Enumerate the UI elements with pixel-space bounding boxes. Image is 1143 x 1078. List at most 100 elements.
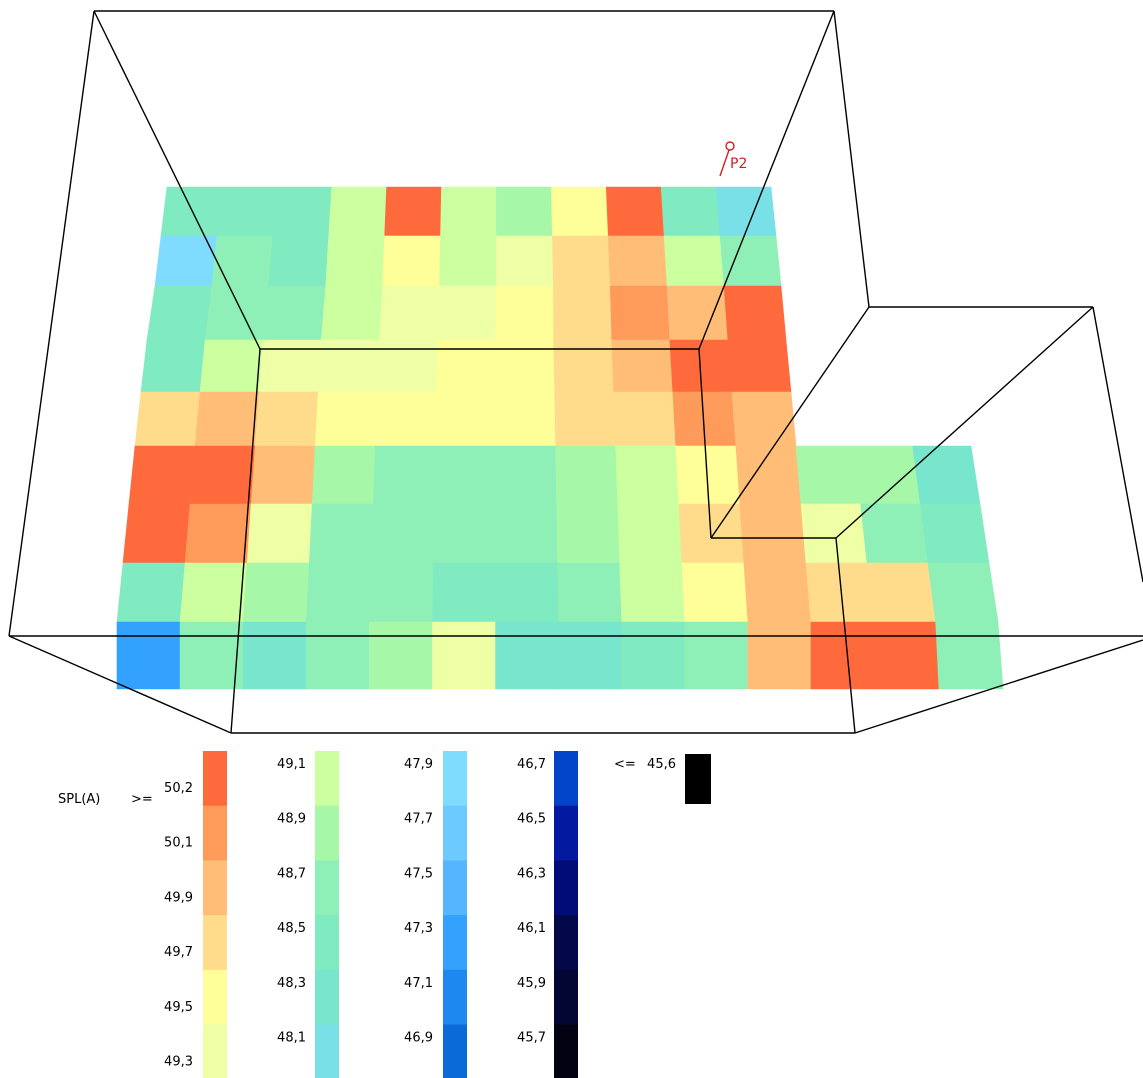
legend-swatch [315, 969, 339, 1025]
legend-swatch [315, 805, 339, 861]
wireframe-edge [1092, 306, 1143, 583]
wireframe-edge [93, 10, 261, 350]
legend-label: 50,1 [164, 836, 193, 851]
grid-cell [743, 562, 812, 623]
grid-cell [495, 391, 556, 447]
grid-cell [305, 621, 370, 690]
grid-cell [496, 186, 553, 237]
grid-cell [552, 235, 611, 287]
wireframe-edge [710, 306, 870, 539]
legend-swatch [443, 969, 467, 1025]
grid-cell [731, 391, 797, 447]
grid-cell [375, 391, 437, 447]
legend-swatch [443, 1024, 467, 1078]
grid-cell [681, 562, 749, 623]
grid-cell [495, 621, 559, 690]
grid-cell [373, 445, 436, 505]
p2-marker-icon [725, 141, 735, 151]
legend-label: 46,9 [404, 1031, 433, 1046]
grid-cell [684, 621, 749, 690]
grid-cell [320, 285, 383, 341]
grid-cell [810, 621, 876, 690]
p2-marker-label: P2 [730, 156, 747, 172]
grid-cell [619, 562, 686, 623]
legend-label: 46,3 [517, 866, 546, 881]
grid-cell [432, 621, 496, 690]
wireframe-edge [230, 348, 261, 734]
legend-swatch [443, 860, 467, 916]
legend-label: 48,3 [277, 976, 306, 991]
grid-cell [554, 391, 617, 447]
grid-cell [179, 562, 248, 623]
room-wireframe [8, 10, 1143, 734]
grid-cell [211, 235, 274, 287]
spl-plot-3d: P2 [8, 10, 1143, 734]
grid-cell [305, 562, 372, 623]
grid-cell [179, 621, 244, 690]
grid-cell [615, 445, 680, 505]
grid-cell [242, 562, 310, 623]
grid-cell [553, 285, 613, 341]
legend-label: 46,7 [517, 757, 546, 772]
legend-swatch [443, 805, 467, 861]
grid-cell [128, 445, 196, 505]
grid-cell [860, 503, 929, 564]
grid-cell [134, 391, 201, 447]
grid-cell [140, 339, 206, 393]
legend-swatch-bottom [685, 754, 711, 804]
grid-cell [325, 235, 385, 287]
legend-swatch [443, 751, 467, 807]
grid-cell [311, 445, 376, 505]
legend-label: 47,9 [404, 757, 433, 772]
grid-cell [935, 621, 1004, 690]
grid-cell [314, 391, 378, 447]
grid-cell [250, 445, 316, 505]
wireframe-edge [698, 348, 712, 539]
grid-cell [723, 285, 787, 341]
legend-swatch [315, 1024, 339, 1078]
grid-cell [194, 391, 260, 447]
grid-cell [912, 445, 981, 505]
legend-label: 49,3 [164, 1055, 193, 1070]
wireframe-edge [8, 10, 95, 637]
grid-cell [927, 562, 999, 623]
legend-columns: 50,2 50,1 49,9 49,7 49,5 49,3 49,1 48,9 48,7 48,5… [164, 751, 578, 1078]
legend-swatch [315, 751, 339, 807]
grid-cell [308, 503, 374, 564]
grid-cell [621, 621, 686, 690]
spl-grid-main [116, 186, 812, 690]
legend-swatch [554, 915, 578, 971]
grid-cell [116, 562, 186, 623]
grid-cell [434, 445, 496, 505]
legend-label: 48,1 [277, 1031, 306, 1046]
legend-swatch [203, 805, 227, 861]
grid-cell [204, 285, 270, 341]
grid-cell [369, 562, 434, 623]
wireframe-edge [8, 635, 232, 734]
legend-swatch [554, 860, 578, 916]
grid-cell [435, 391, 496, 447]
legend-swatch [443, 915, 467, 971]
grid-cell [719, 235, 782, 287]
grid-cell [663, 235, 725, 287]
grid-cell [495, 339, 555, 393]
legend-label: 47,3 [404, 921, 433, 936]
grid-cell [254, 391, 319, 447]
wireframe-edge [833, 10, 870, 308]
legend-swatch [554, 969, 578, 1025]
grid-cell [557, 562, 623, 623]
legend-swatch [315, 915, 339, 971]
legend-label: 49,1 [277, 757, 306, 772]
legend-swatch [203, 969, 227, 1025]
p2-marker: P2 [719, 141, 747, 177]
grid-cell [369, 621, 433, 690]
grid-cell [495, 285, 554, 341]
wireframe-edge [698, 10, 835, 350]
grid-cell [268, 235, 330, 287]
grid-cell [122, 503, 191, 564]
grid-cell [551, 186, 609, 237]
grid-cell [184, 503, 252, 564]
legend-label: 45,9 [517, 976, 546, 991]
legend-bottom-prefix: <= [614, 757, 636, 772]
